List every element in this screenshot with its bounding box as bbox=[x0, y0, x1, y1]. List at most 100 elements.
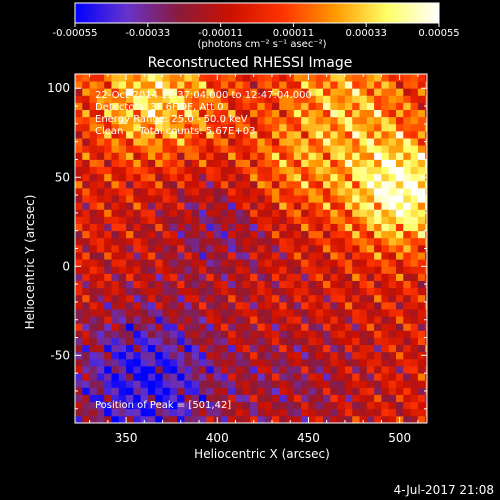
heatmap-cell bbox=[169, 138, 178, 146]
heatmap-cell bbox=[228, 394, 236, 403]
heatmap-cell bbox=[220, 74, 229, 82]
heatmap-cell bbox=[395, 401, 404, 410]
heatmap-cell bbox=[126, 294, 134, 303]
heatmap-cell bbox=[82, 301, 90, 310]
heatmap-cell bbox=[308, 244, 317, 253]
heatmap-cell bbox=[213, 373, 222, 381]
y-tick-label: -50 bbox=[50, 348, 70, 362]
heatmap-cell bbox=[118, 237, 127, 246]
heatmap-cell bbox=[388, 244, 397, 253]
heatmap-cell bbox=[388, 74, 397, 82]
heatmap-cell bbox=[111, 366, 120, 374]
heatmap-cell bbox=[140, 202, 149, 210]
heatmap-cell bbox=[279, 408, 287, 417]
heatmap-cell bbox=[206, 223, 215, 232]
heatmap-cell bbox=[293, 223, 302, 232]
heatmap-cell bbox=[235, 130, 244, 139]
heatmap-cell bbox=[366, 244, 375, 253]
heatmap-cell bbox=[293, 95, 302, 103]
heatmap-cell bbox=[308, 294, 317, 303]
heatmap-cell bbox=[184, 202, 193, 210]
heatmap-cell bbox=[250, 337, 258, 346]
heatmap-cell bbox=[242, 152, 251, 160]
heatmap-cell bbox=[96, 102, 105, 111]
heatmap-cell bbox=[279, 230, 287, 239]
heatmap-cell bbox=[228, 202, 236, 210]
heatmap-cell bbox=[228, 337, 236, 346]
heatmap-cell bbox=[177, 74, 185, 82]
heatmap-cell bbox=[104, 337, 112, 346]
heatmap-cell bbox=[111, 180, 120, 189]
heatmap-cell bbox=[206, 123, 215, 132]
heatmap-cell bbox=[162, 138, 171, 146]
heatmap-cell bbox=[308, 301, 317, 310]
heatmap-cell bbox=[286, 95, 295, 103]
heatmap-cell bbox=[118, 81, 127, 89]
heatmap-cell bbox=[323, 159, 331, 167]
heatmap-cell bbox=[279, 323, 287, 331]
heatmap-cell bbox=[279, 74, 287, 82]
heatmap-cell bbox=[111, 95, 120, 103]
heatmap-cell bbox=[235, 116, 244, 125]
heatmap-cell bbox=[301, 180, 309, 189]
heatmap-cell bbox=[140, 195, 149, 203]
heatmap-cell bbox=[315, 173, 324, 182]
heatmap-cell bbox=[147, 88, 156, 96]
heatmap-cell bbox=[104, 173, 112, 182]
heatmap-cell bbox=[359, 159, 368, 167]
heatmap-cell bbox=[155, 237, 163, 246]
heatmap-cell bbox=[118, 415, 127, 423]
heatmap-cell bbox=[147, 116, 156, 125]
heatmap-cell bbox=[220, 387, 229, 395]
heatmap-cell bbox=[301, 401, 309, 410]
heatmap-cell bbox=[257, 252, 266, 260]
heatmap-cell bbox=[315, 373, 324, 381]
heatmap-cell bbox=[286, 287, 295, 296]
heatmap-cell bbox=[352, 138, 360, 146]
heatmap-cell bbox=[147, 380, 156, 388]
heatmap-cell bbox=[213, 173, 222, 182]
heatmap-cell bbox=[337, 337, 346, 346]
heatmap-cell bbox=[315, 387, 324, 395]
heatmap-cell bbox=[242, 344, 251, 353]
heatmap-cell bbox=[271, 408, 280, 417]
heatmap-cell bbox=[206, 337, 215, 346]
heatmap-cell bbox=[89, 380, 98, 388]
heatmap-cell bbox=[169, 116, 178, 125]
heatmap-cell bbox=[235, 166, 244, 175]
heatmap-cell bbox=[104, 195, 112, 203]
heatmap-cell bbox=[96, 216, 105, 224]
heatmap-cell bbox=[286, 152, 295, 160]
heatmap-cell bbox=[403, 95, 411, 103]
heatmap-cell bbox=[344, 301, 353, 310]
heatmap-cell bbox=[169, 152, 178, 160]
heatmap-cell bbox=[82, 202, 90, 210]
heatmap-cell bbox=[359, 252, 368, 260]
heatmap-cell bbox=[242, 358, 251, 367]
colorbar-tick-label: 0.00033 bbox=[346, 28, 387, 39]
heatmap-cell bbox=[344, 358, 353, 367]
heatmap-cell bbox=[220, 166, 229, 175]
heatmap-cell bbox=[301, 74, 309, 82]
heatmap-cell bbox=[286, 366, 295, 374]
heatmap-cell bbox=[228, 351, 236, 360]
heatmap-cell bbox=[191, 366, 200, 374]
heatmap-cell bbox=[213, 195, 222, 203]
heatmap-cell bbox=[257, 266, 266, 274]
heatmap-cell bbox=[388, 81, 397, 89]
heatmap-cell bbox=[213, 244, 222, 253]
heatmap-cell bbox=[235, 309, 244, 317]
heatmap-cell bbox=[352, 145, 360, 153]
heatmap-cell bbox=[147, 81, 156, 89]
heatmap-cell bbox=[250, 116, 258, 125]
heatmap-cell bbox=[104, 287, 112, 296]
heatmap-cell bbox=[308, 109, 317, 118]
heatmap-cell bbox=[147, 123, 156, 132]
heatmap-cell bbox=[374, 123, 382, 132]
heatmap-cell bbox=[199, 116, 207, 125]
heatmap-cell bbox=[177, 259, 185, 267]
heatmap-cell bbox=[395, 344, 404, 353]
heatmap-cell bbox=[410, 344, 419, 353]
heatmap-cell bbox=[417, 316, 426, 324]
